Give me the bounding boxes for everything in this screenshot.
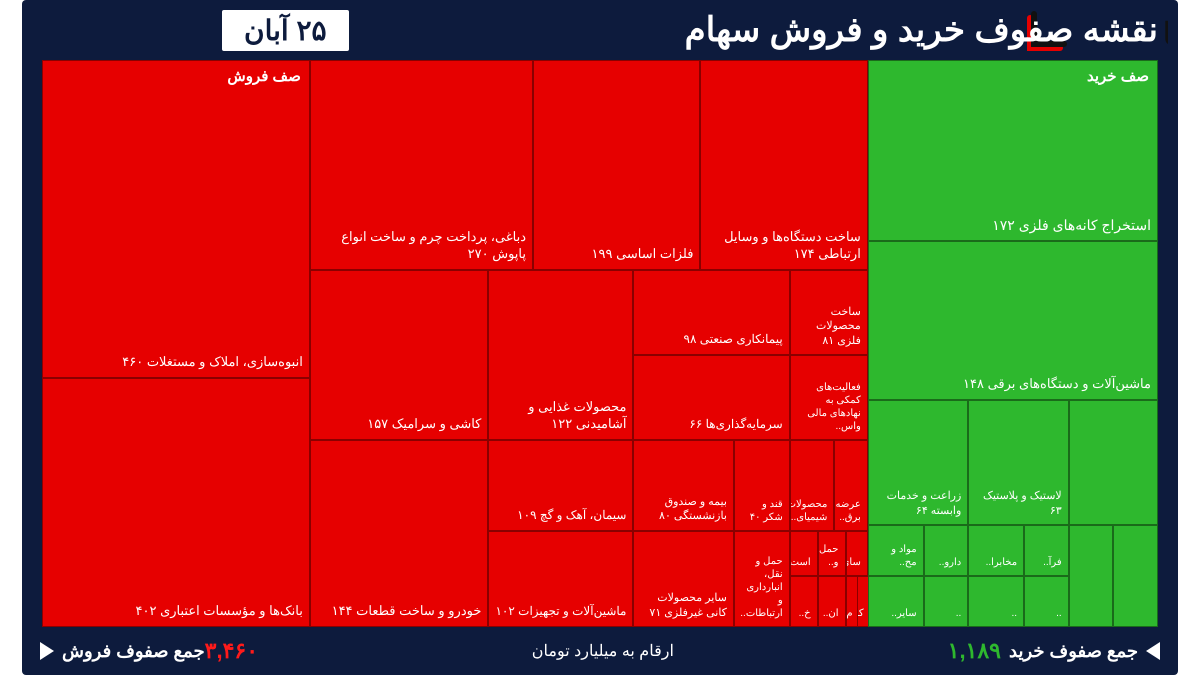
sell-total-value: ۳,۴۶۰ xyxy=(205,638,258,664)
cell-label: ماشین‌آلات و دستگاه‌های برقی ۱۴۸ xyxy=(875,376,1151,393)
treemap-cell[interactable]: محصولات غذایی و آشامیدنی ۱۲۲ xyxy=(488,270,633,440)
cell-label: سایر.. xyxy=(875,607,917,620)
cell-label: فرآ.. xyxy=(1031,556,1062,569)
cell-label: سایر محصولات کانی غیرفلزی ۷۱ xyxy=(640,591,726,620)
treemap-cell[interactable]: ساخت دستگاه‌ها و وسایل ارتباطی ۱۷۴ xyxy=(700,60,867,270)
cell-label: قند و شکر ۴۰ xyxy=(741,498,783,524)
treemap-area: انبوه‌سازی، املاک و مستغلات ۴۶۰ صف فروش با… xyxy=(42,60,1158,627)
date-badge: ۲۵ آبان xyxy=(222,10,349,51)
cell-label: انبوه‌سازی، املاک و مستغلات ۴۶۰ xyxy=(49,354,303,371)
cell-label: دارو.. xyxy=(931,556,962,569)
treemap-cell[interactable]: کاشی و سرامیک ۱۵۷ xyxy=(310,270,489,440)
cell-label: مواد و مح.. xyxy=(875,543,917,569)
cell-label: ساخت دستگاه‌ها و وسایل ارتباطی ۱۷۴ xyxy=(707,229,860,263)
treemap-cell[interactable]: دارو.. xyxy=(924,525,969,576)
treemap-cell[interactable]: .. xyxy=(1024,576,1069,627)
treemap-cell[interactable]: خ.. xyxy=(790,576,818,627)
cell-label: ماشین‌آلات و تجهیزات ۱۰۲ xyxy=(495,604,626,620)
cell-label: .. xyxy=(931,607,962,620)
treemap-cell[interactable]: زراعت و خدمات وابسته ۶۴ xyxy=(868,400,968,525)
cell-label: بیمه و صندوق بازنشستگی ۸۰ xyxy=(640,495,726,524)
cell-label: دباغی، پرداخت چرم و ساخت انواع پاپوش ۲۷۰ xyxy=(317,229,526,263)
treemap-cell[interactable]: استخراج کانه‌های فلزی ۱۷۲ صف خرید xyxy=(868,60,1158,241)
treemap-cell[interactable]: فعالیت‌های کمکی به نهادهای مالی واس.. xyxy=(790,355,868,440)
treemap-cell[interactable]: بیمه و صندوق بازنشستگی ۸۰ xyxy=(633,440,733,531)
cell-label: خودرو و ساخت قطعات ۱۴۴ xyxy=(317,603,482,620)
treemap-cell[interactable] xyxy=(1069,400,1158,525)
cell-label: پیمانکاری صنعتی ۹۸ xyxy=(640,332,782,348)
chart-title: نقشه صفوف خرید و فروش سهام xyxy=(349,10,1158,50)
footer-note: ارقام به میلیارد تومان xyxy=(318,641,888,661)
treemap-cell[interactable]: فلزات اساسی ۱۹۹ xyxy=(533,60,700,270)
cell-label: کاشی و سرامیک ۱۵۷ xyxy=(317,416,482,433)
treemap-cell[interactable]: مخابرا.. xyxy=(968,525,1024,576)
cell-label: حمل و نقل، انبارداری و ارتباطات.. xyxy=(741,555,783,620)
treemap-cell[interactable]: حمل و.. xyxy=(818,531,846,576)
treemap-cell[interactable]: .. xyxy=(924,576,969,627)
treemap-cell[interactable]: سای.. xyxy=(846,531,868,576)
treemap-cell[interactable]: پیمانکاری صنعتی ۹۸ xyxy=(633,270,789,355)
buy-corner-label: صف خرید xyxy=(1087,67,1149,85)
cell-label: سیمان، آهک و گچ ۱۰۹ xyxy=(495,508,626,524)
treemap-cell[interactable]: ماشین‌آلات و دستگاه‌های برقی ۱۴۸ xyxy=(868,241,1158,400)
cell-label: .. xyxy=(975,607,1017,620)
cell-label: محصولات غذایی و آشامیدنی ۱۲۲ xyxy=(495,399,626,433)
cell-label: مخابرا.. xyxy=(975,556,1017,569)
cell-label: لاستیک و پلاستیک ۶۳ xyxy=(975,489,1061,518)
buy-total-value: ۱,۱۸۹ xyxy=(948,638,1001,664)
arrow-right-icon xyxy=(40,642,54,660)
cell-label: عرضه برق.. xyxy=(841,498,860,524)
treemap-cell[interactable]: دباغی، پرداخت چرم و ساخت انواع پاپوش ۲۷۰ xyxy=(310,60,533,270)
treemap-cell[interactable]: سیمان، آهک و گچ ۱۰۹ xyxy=(488,440,633,531)
treemap-cell[interactable]: سایر محصولات کانی غیرفلزی ۷۱ xyxy=(633,531,733,627)
cell-label: زراعت و خدمات وابسته ۶۴ xyxy=(875,489,961,518)
treemap-cell[interactable]: .. xyxy=(968,576,1024,627)
cell-label: حمل و.. xyxy=(825,543,839,569)
cell-label: است.. xyxy=(797,556,811,569)
treemap-cell[interactable]: بانک‌ها و مؤسسات اعتباری ۴۰۲ xyxy=(42,378,310,627)
treemap-cell[interactable]: انبوه‌سازی، املاک و مستغلات ۴۶۰ صف فروش xyxy=(42,60,310,378)
arrow-left-icon xyxy=(1146,642,1160,660)
cell-label: سرمایه‌گذاری‌ها ۶۶ xyxy=(640,417,782,433)
cell-label: استخراج کانه‌های فلزی ۱۷۲ xyxy=(875,216,1151,234)
treemap-cell[interactable]: قند و شکر ۴۰ xyxy=(734,440,790,531)
cell-label: ساخت محصولات فلزی ۸۱ xyxy=(797,305,861,348)
cell-label: .. xyxy=(1031,607,1062,620)
treemap-cell[interactable]: عرضه برق.. xyxy=(834,440,867,531)
treemap-cell[interactable]: خودرو و ساخت قطعات ۱۴۴ xyxy=(310,440,489,627)
treemap-cell[interactable]: سرمایه‌گذاری‌ها ۶۶ xyxy=(633,355,789,440)
treemap-cell[interactable]: ان.. xyxy=(818,576,846,627)
sell-total-label: جمع صفوف فروش xyxy=(62,641,205,662)
cell-label: فعالیت‌های کمکی به نهادهای مالی واس.. xyxy=(797,381,861,433)
cell-label: فلزات اساسی ۱۹۹ xyxy=(540,246,693,263)
treemap-cell[interactable]: حمل و نقل، انبارداری و ارتباطات.. xyxy=(734,531,790,627)
sell-corner-label: صف فروش xyxy=(227,67,300,85)
treemap-cell[interactable]: ماشین‌آلات و تجهیزات ۱۰۲ xyxy=(488,531,633,627)
treemap-cell[interactable]: محصولات شیمیای.. xyxy=(790,440,835,531)
treemap-cell[interactable]: سایر.. xyxy=(868,576,924,627)
chart-header: نقشه صفوف خرید و فروش سهام ۲۵ آبان xyxy=(22,0,1178,60)
cell-label: خ.. xyxy=(797,607,811,620)
cell-label: محصولات شیمیای.. xyxy=(797,498,828,524)
treemap-cell[interactable]: است.. xyxy=(790,531,818,576)
treemap-cell[interactable]: ساخت محصولات فلزی ۸۱ xyxy=(790,270,868,355)
cell-label: بانک‌ها و مؤسسات اعتباری ۴۰۲ xyxy=(49,603,303,620)
cell-label: سای.. xyxy=(853,556,861,569)
treemap-cell[interactable] xyxy=(1113,525,1158,627)
treemap-cell[interactable]: لاستیک و پلاستیک ۶۳ xyxy=(968,400,1068,525)
treemap-cell[interactable]: مواد و مح.. xyxy=(868,525,924,576)
treemap-cell[interactable] xyxy=(1069,525,1114,627)
treemap-cell[interactable]: فرآ.. xyxy=(1024,525,1069,576)
cell-label: ان.. xyxy=(825,607,839,620)
chart-frame: رکنا نقشه صفوف خرید و فروش سهام ۲۵ آبان … xyxy=(22,0,1178,675)
buy-total-label: جمع صفوف خرید xyxy=(1009,641,1138,662)
chart-footer: جمع صفوف خرید ۱,۱۸۹ ارقام به میلیارد توم… xyxy=(22,627,1178,675)
